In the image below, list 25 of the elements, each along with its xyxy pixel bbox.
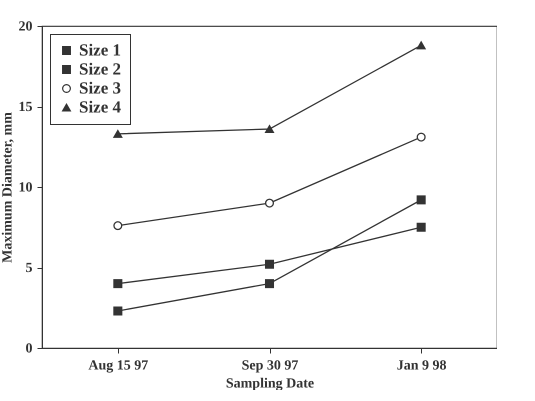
point xyxy=(264,125,274,134)
y-tick-label: 0 xyxy=(26,342,32,356)
legend-label: Size 2 xyxy=(79,60,122,78)
legend-label: Size 1 xyxy=(79,40,122,60)
y-tick-label: 15 xyxy=(18,100,32,115)
point xyxy=(416,132,426,142)
point xyxy=(113,130,122,138)
point xyxy=(113,221,122,230)
x-tick-label: Aug 15 97 xyxy=(88,358,148,374)
point xyxy=(416,222,426,232)
x-tick-label: Jan 9 98 xyxy=(396,358,447,374)
y-tick-label: 10 xyxy=(18,180,32,196)
y-tick-label: 5 xyxy=(26,261,32,276)
x-tick-label: Sep 30 97 xyxy=(242,358,298,374)
legend-label: Size 3 xyxy=(79,78,122,98)
point xyxy=(264,260,274,269)
y-tick-label: 20 xyxy=(18,20,32,34)
point xyxy=(264,279,274,288)
y-axis-title: Maximum Diameter, mm xyxy=(0,112,16,263)
point xyxy=(416,41,426,50)
point xyxy=(416,195,426,204)
legend-label: Size 4 xyxy=(79,98,122,116)
point xyxy=(113,306,122,316)
point xyxy=(264,198,274,208)
point xyxy=(113,279,122,288)
